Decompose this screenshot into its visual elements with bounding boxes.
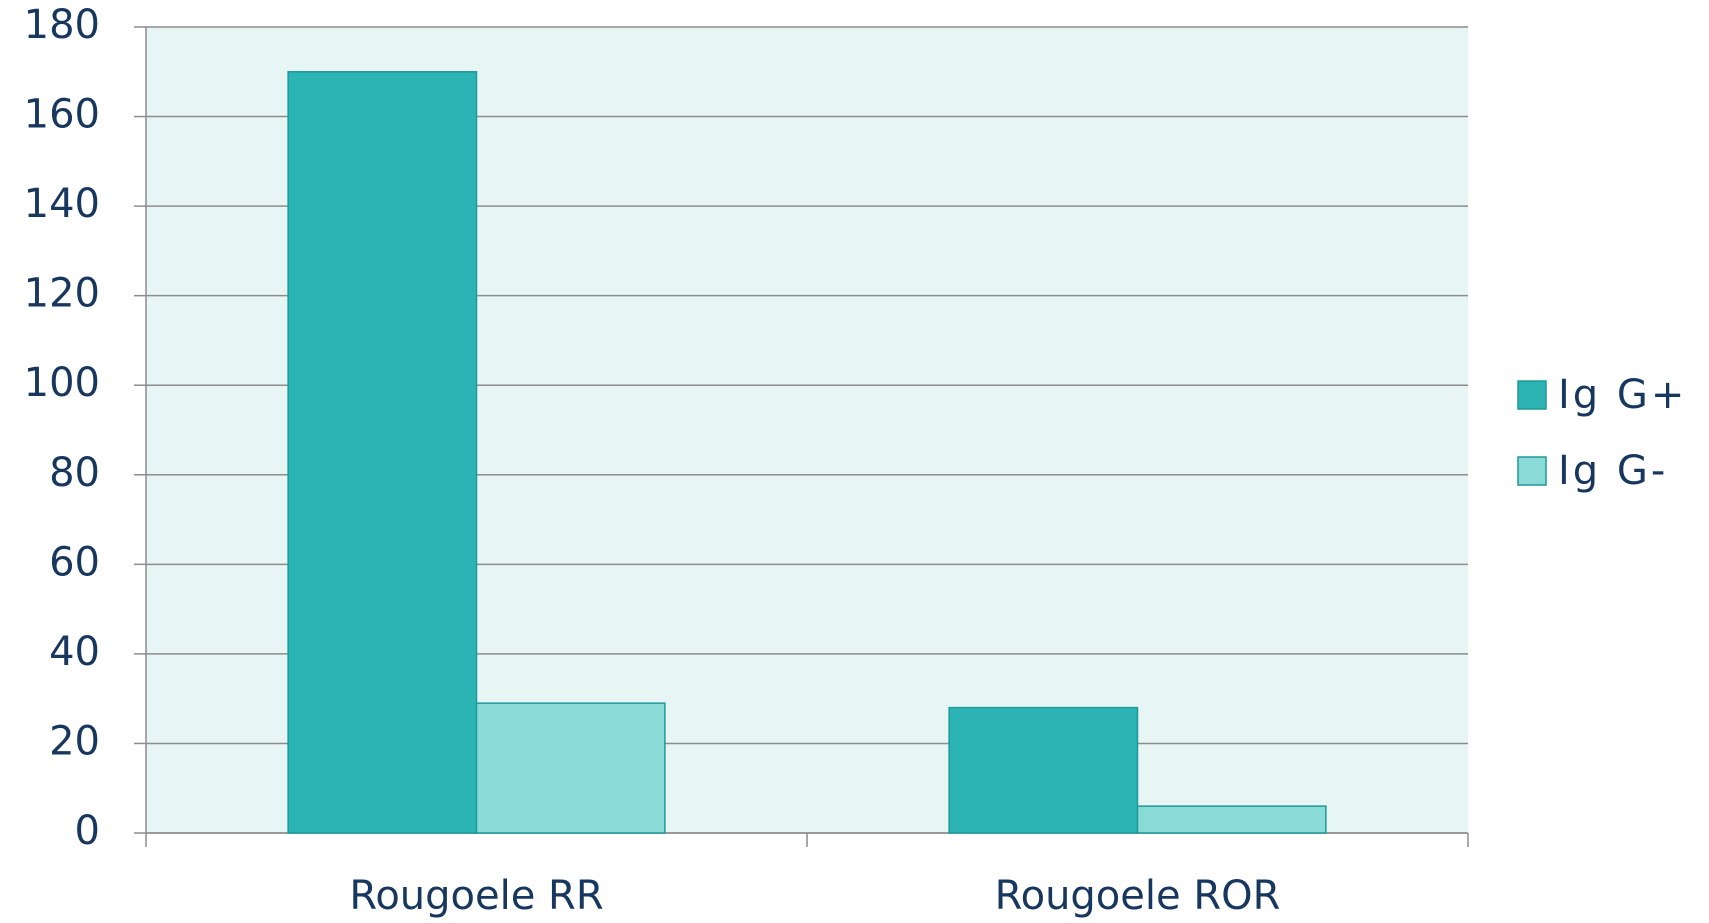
y-tick-label: 100 <box>24 360 100 406</box>
y-tick-label: 140 <box>24 181 100 227</box>
y-tick-label: 120 <box>24 271 100 317</box>
legend-swatch <box>1517 380 1547 410</box>
x-tick-label: Rougoele RR <box>349 873 603 919</box>
y-tick-label: 60 <box>49 539 100 585</box>
y-tick-label: 160 <box>24 92 100 138</box>
bar <box>1136 805 1327 834</box>
y-tick-label: 0 <box>75 808 100 854</box>
legend-swatch <box>1517 456 1547 486</box>
y-tick-label: 80 <box>49 450 100 496</box>
bar <box>948 706 1139 834</box>
legend-label: Ig G+ <box>1558 372 1687 418</box>
legend-label: Ig G- <box>1558 448 1668 494</box>
bar <box>475 702 666 834</box>
y-tick-label: 180 <box>24 2 100 48</box>
y-tick-label: 20 <box>49 718 100 764</box>
x-tick-label: Rougoele ROR <box>995 873 1281 919</box>
bar <box>287 71 478 834</box>
y-tick-label: 40 <box>49 629 100 675</box>
